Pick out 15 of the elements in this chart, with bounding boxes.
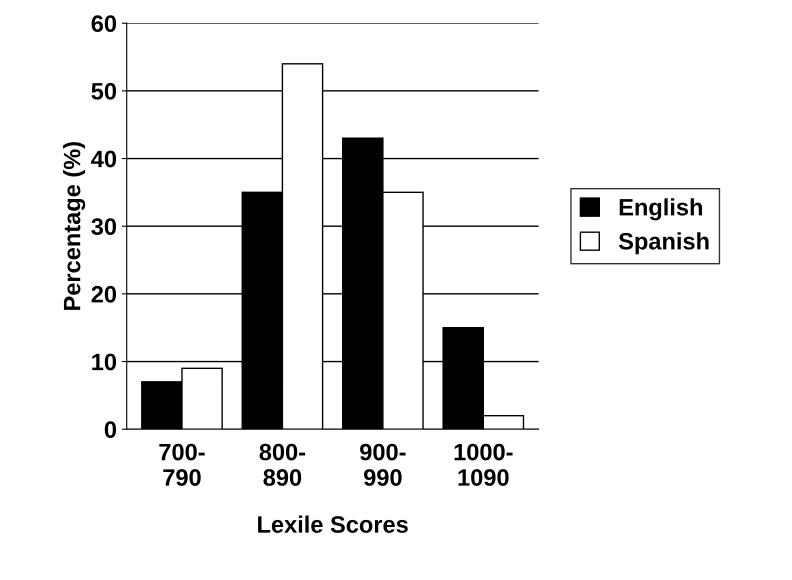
x-tick-label: 900- 990	[360, 444, 406, 486]
y-tick-label: 0	[104, 421, 116, 438]
y-tick-label: 10	[92, 354, 116, 370]
legend-label: Spanish	[618, 232, 709, 254]
x-tick-label: 1000- 1090	[454, 444, 513, 486]
y-tick-label: 20	[92, 286, 116, 303]
y-tick-label: 60	[92, 15, 116, 32]
x-tick-label: 800- 890	[260, 444, 306, 486]
x-tick-label: 700- 790	[159, 444, 205, 486]
y-axis-title: Percentage (%)	[63, 142, 86, 310]
y-tick-label: 50	[91, 82, 116, 100]
y-tick-label: 40	[91, 150, 116, 168]
legend-label: English	[620, 198, 702, 220]
x-axis-title: Lexile Scores	[258, 516, 408, 533]
y-tick-label: 30	[91, 218, 116, 236]
